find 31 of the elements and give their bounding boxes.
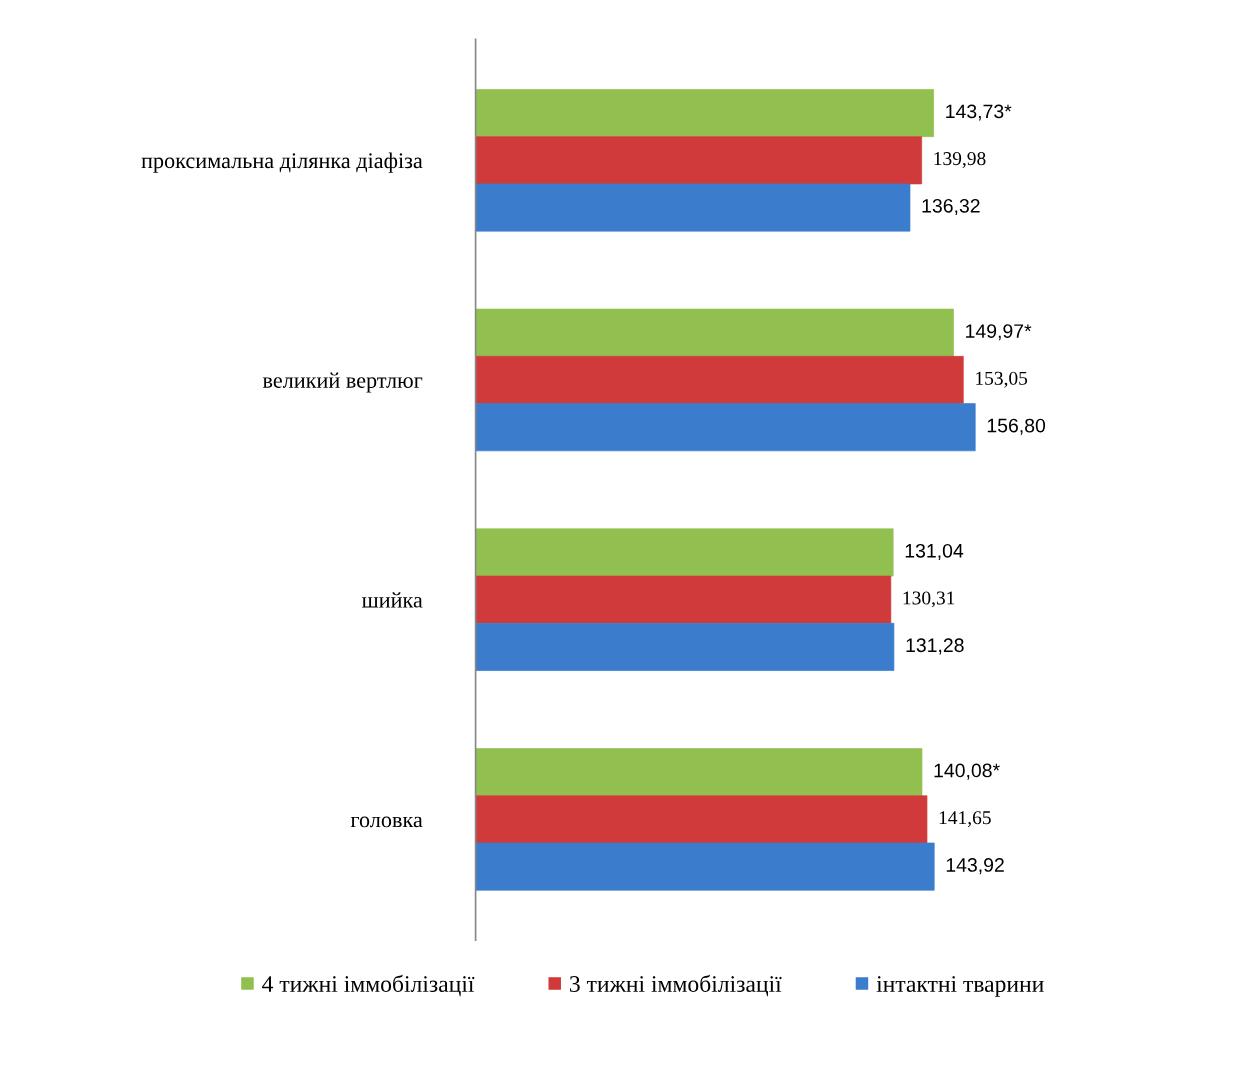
bar — [475, 842, 935, 891]
data-label: 143,92 — [946, 858, 1004, 875]
bar — [475, 622, 895, 671]
legend-label: інтактні тварини — [876, 976, 1044, 997]
data-label: 149,97* — [966, 324, 1032, 341]
data-label: 136,32 — [922, 198, 980, 216]
bar — [475, 403, 976, 452]
legend-label: 3 тижні іммобілізації — [570, 974, 782, 997]
data-label: 141,65 — [939, 811, 991, 828]
data-label: 131,28 — [906, 638, 964, 655]
bar — [475, 136, 922, 185]
y-tick-label: проксимальна ділянка діафіза — [141, 152, 423, 173]
data-label: 139,98 — [934, 152, 986, 168]
data-label: 143,73* — [946, 104, 1012, 121]
bar — [475, 528, 894, 577]
data-label: 140,08* — [934, 763, 1000, 780]
bar — [475, 356, 964, 404]
y-tick-label: шийка — [361, 592, 423, 608]
data-label: 153,05 — [976, 371, 1028, 388]
bar — [475, 575, 892, 624]
bar — [475, 748, 923, 797]
data-label: 131,04 — [905, 543, 964, 560]
y-tick-label: великий вертлюг — [262, 372, 423, 393]
bar — [475, 89, 934, 138]
y-tick-label: головка — [350, 816, 423, 828]
bar — [475, 183, 911, 232]
bar — [475, 795, 928, 844]
legend-label: 4 тижні іммобілізації — [262, 974, 475, 997]
bar — [475, 308, 954, 357]
data-label: 130,31 — [903, 591, 955, 608]
data-label: 156,80 — [987, 418, 1046, 435]
